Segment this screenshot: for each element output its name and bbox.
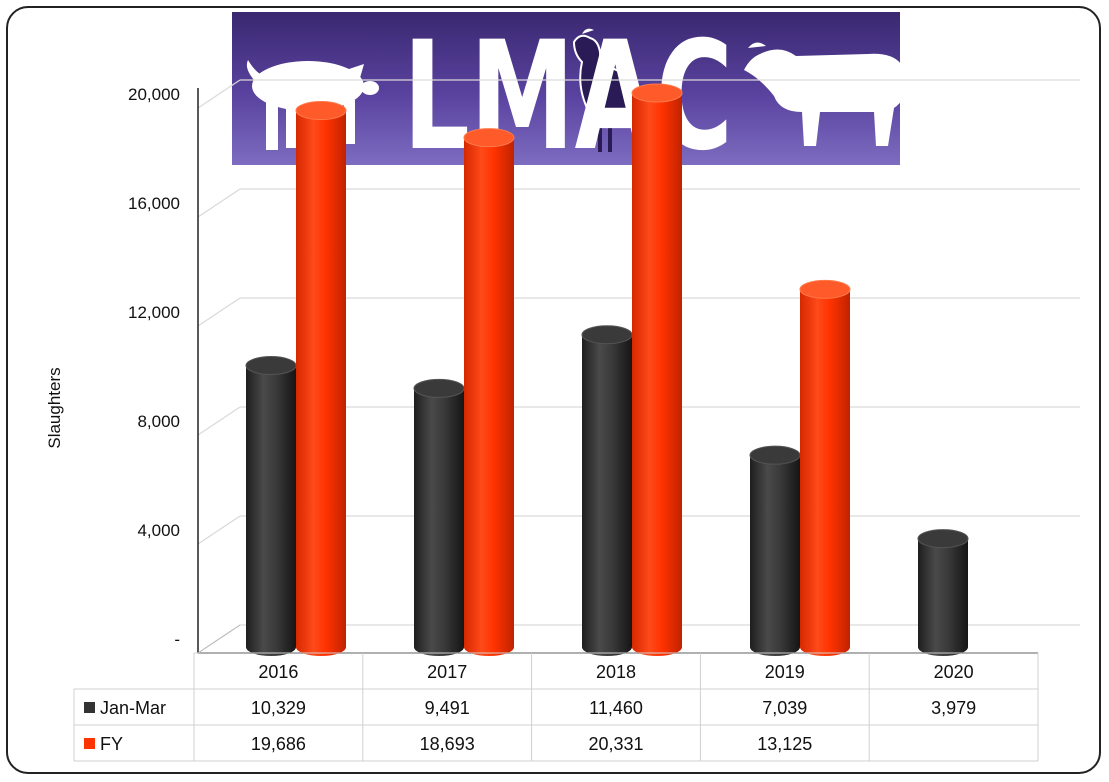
bar-body: [464, 137, 514, 657]
table-cell: 13,125: [757, 734, 812, 754]
y-tick-label: 20,000: [128, 85, 180, 104]
legend-label: Jan-Mar: [100, 698, 166, 718]
bar-body: [414, 388, 464, 656]
table-cell: 10,329: [251, 698, 306, 718]
bar-jan-mar-2016: [245, 356, 297, 656]
bar-jan-mar-2017: [413, 378, 465, 656]
y-tick-label: 16,000: [128, 194, 180, 213]
y-axis-label: Slaughters: [45, 367, 64, 448]
y-tick-label: -: [174, 630, 180, 649]
bar-fy-2018: [631, 83, 683, 657]
bar-fy-2016: [295, 101, 347, 656]
bar-top: [799, 279, 851, 299]
legend-swatch: [84, 702, 95, 713]
table-cell: 19,686: [251, 734, 306, 754]
bar-top: [581, 325, 633, 345]
pig-icon: [246, 60, 379, 150]
legend-swatch: [84, 738, 95, 749]
bar-top: [463, 128, 515, 148]
chart-frame: LMAC -4,000 8,000 12,000 16,000 20,000 2016 2…: [6, 6, 1101, 774]
gridline-depth: [197, 79, 241, 109]
bars: [245, 83, 969, 657]
bar-body: [800, 289, 850, 656]
bar-fy-2019: [799, 279, 851, 656]
bar-body: [582, 334, 632, 656]
logo-text: LMAC: [403, 10, 733, 184]
x-tick-label: 2020: [934, 662, 974, 682]
legend-label: FY: [100, 734, 123, 754]
table-cell: 18,693: [420, 734, 475, 754]
bar-body: [296, 110, 346, 656]
y-tick-label: 4,000: [137, 521, 180, 540]
bar-body: [632, 92, 682, 657]
bull-icon: [744, 42, 906, 146]
gridline-depth: [197, 406, 241, 436]
bar-top: [917, 529, 969, 549]
bar-body: [918, 538, 968, 656]
data-table: 2016 2017 2018 2019 2020 Jan-Mar 10,329 9,491 11…: [73, 652, 1039, 762]
bar-top: [631, 83, 683, 103]
x-tick-label: 2019: [765, 662, 805, 682]
y-tick-label: 8,000: [137, 412, 180, 431]
table-cell: 20,331: [588, 734, 643, 754]
bar-fy-2017: [463, 128, 515, 657]
table-cell: 3,979: [931, 698, 976, 718]
table-cell: 7,039: [762, 698, 807, 718]
bar-top: [749, 445, 801, 465]
bar-body: [750, 455, 800, 656]
bar-top: [295, 101, 347, 121]
bar-jan-mar-2020: [917, 529, 969, 656]
gridline-depth: [197, 297, 241, 327]
bar-top: [413, 378, 465, 398]
y-tick-label: 12,000: [128, 303, 180, 322]
table-cell: 9,491: [425, 698, 470, 718]
x-tick-label: 2018: [596, 662, 636, 682]
bar-top: [245, 356, 297, 376]
gridline-depth: [197, 515, 241, 545]
table-cell: 11,460: [589, 698, 643, 718]
bar-body: [246, 365, 296, 656]
x-tick-label: 2016: [258, 662, 298, 682]
bar-jan-mar-2018: [581, 325, 633, 656]
gridline-depth: [197, 188, 241, 218]
floor-edge: [197, 624, 241, 654]
bar-jan-mar-2019: [749, 445, 801, 656]
x-tick-label: 2017: [427, 662, 467, 682]
chicken-icon: [572, 28, 630, 152]
